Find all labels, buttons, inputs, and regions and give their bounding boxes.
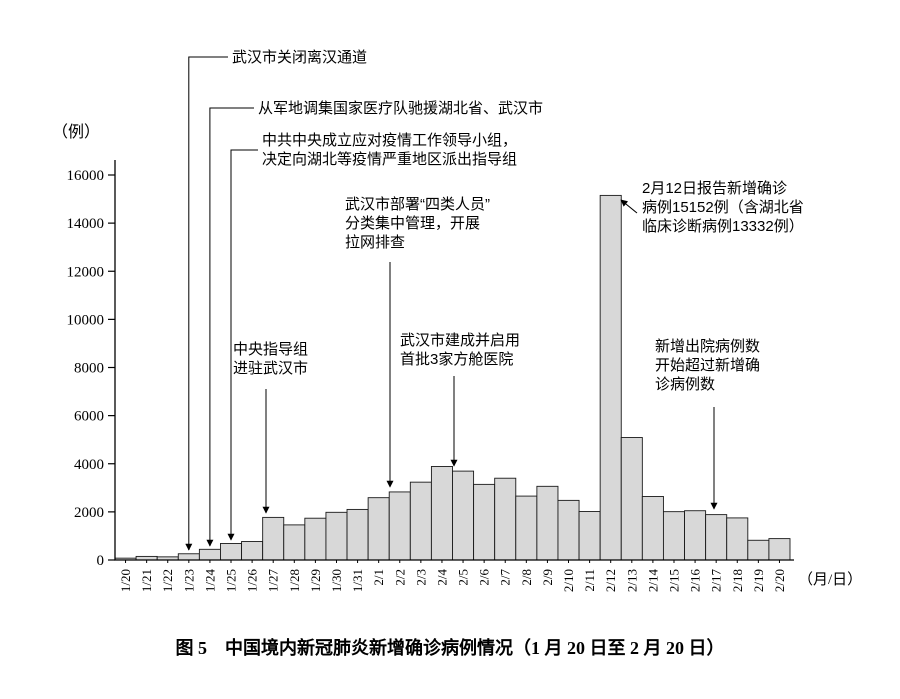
x-tick-label: 2/5 <box>456 569 471 586</box>
x-tick-label: 2/11 <box>582 569 597 592</box>
y-tick-label: 2000 <box>74 505 104 521</box>
bar-2/20 <box>768 538 791 561</box>
bar-1/29 <box>304 517 327 561</box>
x-tick-label: 2/1 <box>371 569 386 586</box>
y-tick-label: 4000 <box>74 457 104 473</box>
x-tick-label: 1/26 <box>245 569 260 593</box>
bar-2/5 <box>452 470 475 561</box>
bar-1/26 <box>241 541 264 561</box>
y-tick-label: 16000 <box>67 168 105 184</box>
x-tick-label: 2/10 <box>561 569 576 592</box>
bar-1/28 <box>283 524 306 561</box>
x-tick-label: 2/8 <box>519 569 534 586</box>
x-tick-label: 1/23 <box>181 569 196 592</box>
y-tick-label: 8000 <box>74 361 104 377</box>
y-tick-label: 14000 <box>67 216 105 232</box>
y-tick-label: 12000 <box>67 264 105 280</box>
bar-2/13 <box>620 437 643 561</box>
y-tick-label: 0 <box>97 553 105 569</box>
x-tick-label: 2/4 <box>435 569 450 586</box>
x-tick-label: 1/21 <box>139 569 154 592</box>
y-axis-unit-label: （例） <box>52 124 101 141</box>
bar-2/15 <box>662 511 685 561</box>
x-tick-label: 2/15 <box>667 569 682 592</box>
bar-1/31 <box>346 508 369 561</box>
bar-2/7 <box>494 477 517 561</box>
x-tick-label: 2/3 <box>413 569 428 586</box>
annotation-arrow-1/25 <box>227 149 258 541</box>
bar-2/3 <box>409 481 432 561</box>
bar-2/16 <box>684 510 707 561</box>
x-tick-label: 2/18 <box>730 569 745 592</box>
annotation-arrow-2/12 <box>620 199 638 214</box>
bar-2/8 <box>515 495 538 561</box>
bar-2/6 <box>473 483 496 561</box>
bar-2/1 <box>367 497 390 561</box>
x-tick-label: 2/2 <box>392 569 407 586</box>
x-tick-label: 1/30 <box>329 569 344 592</box>
x-tick-label: 2/12 <box>603 569 618 592</box>
x-tick-label: 2/6 <box>477 569 492 586</box>
annotation-arrow-1/23 <box>185 56 228 551</box>
x-tick-label: 2/9 <box>540 569 555 586</box>
x-tick-label: 1/29 <box>308 569 323 592</box>
x-tick-label: 2/7 <box>498 569 513 586</box>
bar-2/18 <box>726 517 749 561</box>
bar-2/10 <box>557 499 580 561</box>
x-tick-label: 2/17 <box>709 569 724 593</box>
y-tick-label: 6000 <box>74 409 104 425</box>
x-tick-label: 2/19 <box>751 569 766 592</box>
x-tick-label: 1/25 <box>224 569 239 592</box>
bar-1/25 <box>220 543 243 561</box>
bar-2/12 <box>599 194 622 561</box>
x-tick-label: 1/31 <box>350 569 365 592</box>
x-tick-label: 1/20 <box>118 569 133 592</box>
bar-2/4 <box>430 466 453 561</box>
bar-2/17 <box>705 514 728 561</box>
x-tick-label: 1/27 <box>266 569 281 593</box>
x-tick-label: 1/24 <box>202 569 217 593</box>
bar-2/2 <box>388 491 411 561</box>
x-tick-label: 2/16 <box>688 569 703 593</box>
bar-1/30 <box>325 511 348 561</box>
x-axis-unit-label: （月/日） <box>798 572 863 588</box>
bar-2/14 <box>641 496 664 561</box>
bar-1/24 <box>198 548 221 561</box>
x-tick-label: 1/28 <box>287 569 302 592</box>
figure-caption: 图 5 中国境内新冠肺炎新增确诊病例情况（1 月 20 日至 2 月 20 日） <box>175 638 725 658</box>
bar-2/9 <box>536 485 559 561</box>
bar-2/11 <box>578 511 601 561</box>
x-tick-label: 2/14 <box>645 569 660 593</box>
annotation-arrow-1/24 <box>206 107 254 547</box>
bar-1/27 <box>262 516 285 561</box>
x-tick-label: 2/20 <box>772 569 787 592</box>
bar-1/23 <box>177 553 200 561</box>
x-tick-label: 1/22 <box>160 569 175 592</box>
bar-2/19 <box>747 539 770 561</box>
y-tick-label: 10000 <box>67 312 105 328</box>
x-tick-label: 2/13 <box>624 569 639 592</box>
